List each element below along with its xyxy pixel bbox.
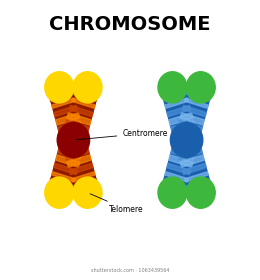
Ellipse shape [170,123,203,157]
Polygon shape [161,84,198,143]
Ellipse shape [186,177,215,208]
Polygon shape [183,163,206,175]
Ellipse shape [57,123,90,157]
Text: shutterstock.com · 1063439564: shutterstock.com · 1063439564 [91,268,169,273]
Polygon shape [54,105,77,117]
Polygon shape [54,163,77,175]
Text: Centromere: Centromere [76,129,168,140]
Polygon shape [58,120,82,134]
Polygon shape [67,155,91,167]
Polygon shape [69,163,93,175]
Ellipse shape [158,72,187,103]
Polygon shape [180,113,204,125]
Polygon shape [169,113,193,125]
Polygon shape [171,146,195,160]
Polygon shape [183,105,206,117]
Polygon shape [65,146,89,160]
Polygon shape [74,179,98,191]
Polygon shape [162,179,186,191]
Polygon shape [165,98,188,108]
Polygon shape [52,172,75,182]
Polygon shape [49,89,73,101]
Polygon shape [171,120,195,134]
Ellipse shape [45,72,74,103]
Polygon shape [169,155,193,167]
Polygon shape [162,89,186,101]
Polygon shape [167,105,191,117]
Polygon shape [165,172,188,182]
Polygon shape [187,89,211,101]
Polygon shape [178,120,202,134]
Polygon shape [74,89,98,101]
Polygon shape [72,98,95,108]
Text: CHROMOSOME: CHROMOSOME [49,15,211,34]
Ellipse shape [73,177,102,208]
Polygon shape [65,120,89,134]
Ellipse shape [73,72,102,103]
Polygon shape [48,84,84,143]
Polygon shape [52,98,75,108]
Polygon shape [180,155,204,167]
Polygon shape [185,172,208,182]
Polygon shape [62,84,99,143]
Polygon shape [176,84,212,143]
Polygon shape [161,137,198,196]
Polygon shape [178,146,202,160]
Ellipse shape [158,177,187,208]
Ellipse shape [186,72,215,103]
Polygon shape [176,137,212,196]
Polygon shape [49,179,73,191]
Text: Telomere: Telomere [90,194,144,214]
Polygon shape [56,155,80,167]
Polygon shape [67,113,91,125]
Polygon shape [69,105,93,117]
Polygon shape [167,163,191,175]
Polygon shape [187,179,211,191]
Polygon shape [185,98,208,108]
Polygon shape [72,172,95,182]
Polygon shape [48,137,84,196]
Ellipse shape [45,177,74,208]
Polygon shape [58,146,82,160]
Polygon shape [56,113,80,125]
Polygon shape [62,137,99,196]
